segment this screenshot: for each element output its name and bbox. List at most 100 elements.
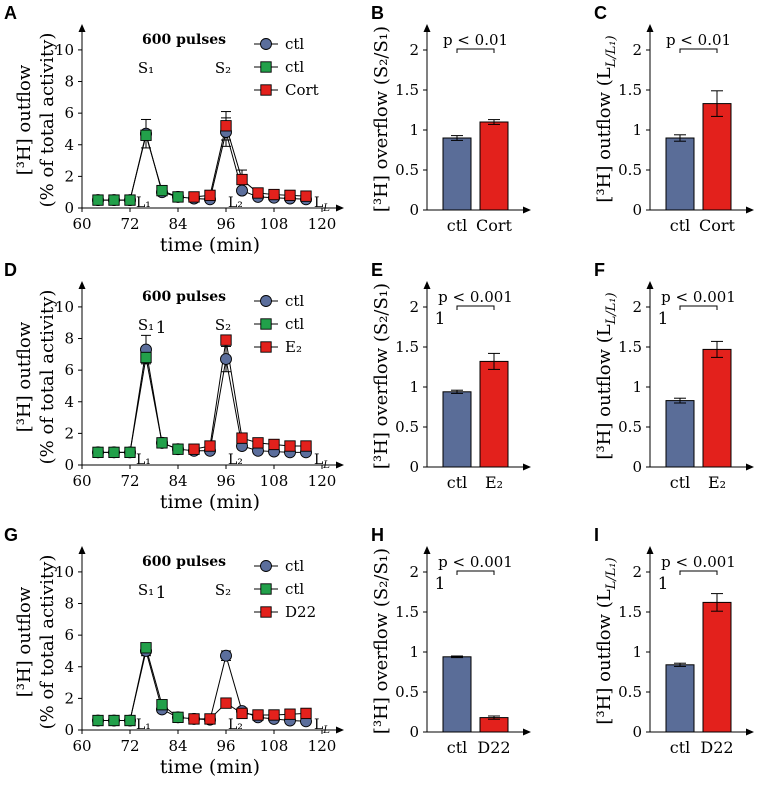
legend-marker bbox=[260, 295, 272, 307]
p-value-label: p < 0.01 bbox=[666, 31, 731, 49]
y-tick-label: 2 bbox=[409, 563, 419, 581]
data-point-2 bbox=[252, 187, 264, 199]
panel-g: G 0 2 4 6 8 10 60 72 84 96 108 120 time (min) [³H] out… bbox=[4, 525, 344, 778]
y-tick-label: 2 bbox=[409, 298, 419, 316]
stim-label-s1: S₁ bbox=[138, 59, 154, 77]
category-label: E₂ bbox=[708, 473, 726, 492]
data-point-2 bbox=[236, 173, 248, 186]
data-point-2 bbox=[252, 437, 264, 449]
y-axis-arrow bbox=[423, 546, 431, 554]
x-axis-arrow bbox=[523, 463, 531, 471]
data-point-1 bbox=[172, 191, 184, 203]
y-tick-label: 0 bbox=[632, 201, 642, 219]
panel-h: H 0 0.5 1 1.5 2 [³H] overflow (S₂/S₁) ctl D22 p <… bbox=[371, 525, 531, 757]
x-tick-label: 120 bbox=[308, 737, 337, 755]
data-point-2 bbox=[188, 191, 200, 203]
y-tick-label: 10 bbox=[55, 563, 74, 581]
y-tick-label: 1.5 bbox=[618, 338, 642, 356]
y-tick-label: 2 bbox=[409, 41, 419, 59]
y-axis-label: [³H] overflow (S₂/S₁) bbox=[371, 548, 392, 734]
panel-b: B 0 0.5 1 1.5 2 [³H] overflow (S₂/S₁) ctl Cort p … bbox=[371, 3, 531, 235]
x-tick-label: 60 bbox=[72, 215, 91, 233]
significance-bracket bbox=[456, 570, 495, 575]
x-tick-label: 108 bbox=[260, 737, 289, 755]
y-tick-label: 8 bbox=[64, 73, 74, 91]
panel-letter: A bbox=[4, 3, 17, 23]
significance-mark: 1 bbox=[658, 574, 669, 594]
y-tick-label: 1 bbox=[632, 643, 642, 661]
y-axis-label: [³H] outflow bbox=[14, 321, 35, 432]
y-tick-label: 0 bbox=[64, 721, 74, 739]
bar-0 bbox=[665, 400, 695, 468]
data-point-1 bbox=[108, 714, 120, 727]
data-point-2 bbox=[188, 713, 200, 725]
panel-d: D 0 2 4 6 8 10 60 72 84 96 108 120 time (min) [³H] out… bbox=[4, 260, 344, 513]
legend-label: D22 bbox=[285, 603, 316, 621]
x-axis-arrow bbox=[336, 461, 344, 469]
y-axis-arrow bbox=[423, 24, 431, 32]
y-tick-label: 0 bbox=[409, 458, 419, 476]
y-axis-label: (% of total activity) bbox=[37, 33, 58, 208]
x-tick-label: 72 bbox=[120, 215, 139, 233]
category-label: E₂ bbox=[485, 473, 503, 492]
data-point-1 bbox=[172, 711, 184, 724]
data-point-1 bbox=[92, 194, 104, 206]
data-point-2 bbox=[236, 432, 248, 444]
x-axis-arrow bbox=[746, 463, 754, 471]
y-tick-label: 6 bbox=[64, 361, 74, 379]
y-tick-label: 0 bbox=[409, 201, 419, 219]
y-axis-label: [³H] overflow (S₂/S₁) bbox=[371, 26, 392, 212]
y-tick-label: 0.5 bbox=[395, 418, 419, 436]
y-tick-label: 4 bbox=[64, 393, 74, 411]
y-tick-label: 1 bbox=[632, 121, 642, 139]
data-point-2 bbox=[268, 438, 280, 451]
data-point-1 bbox=[124, 446, 136, 459]
x-tick-label: 120 bbox=[308, 472, 337, 490]
x-tick-label: 60 bbox=[72, 472, 91, 490]
data-point-2 bbox=[220, 697, 232, 709]
y-tick-label: 8 bbox=[64, 330, 74, 348]
y-tick-label: 1.5 bbox=[395, 81, 419, 99]
panel-letter: I bbox=[594, 525, 599, 545]
data-point-2 bbox=[300, 707, 312, 720]
x-axis-label: time (min) bbox=[160, 756, 260, 778]
data-point-1 bbox=[172, 443, 184, 455]
significance-bracket bbox=[679, 570, 718, 575]
data-point-0 bbox=[220, 353, 232, 366]
data-point-1 bbox=[156, 699, 168, 711]
annotation: 600 pulses bbox=[142, 554, 226, 570]
significance-bracket bbox=[456, 305, 495, 310]
legend-label: ctl bbox=[285, 580, 304, 598]
category-label: Cort bbox=[476, 216, 513, 235]
category-label: ctl bbox=[447, 473, 468, 492]
panel-a: A 0 2 4 6 8 10 60 72 84 96 108 120 time (min) [³H] out… bbox=[4, 3, 344, 256]
x-axis-arrow bbox=[336, 726, 344, 734]
data-point-1 bbox=[124, 714, 136, 727]
data-point-2 bbox=[188, 443, 200, 455]
data-point-1 bbox=[156, 437, 168, 449]
panel-letter: E bbox=[371, 260, 383, 280]
basal-label-ll: LL bbox=[314, 195, 330, 214]
y-axis-arrow bbox=[78, 281, 86, 289]
panel-f: F 0 0.5 1 1.5 2 [³H] outflow (LL/L₁) ctl E₂ p < 0… bbox=[594, 260, 754, 492]
basal-label-l1: L₁ bbox=[136, 452, 151, 468]
y-axis-arrow bbox=[646, 546, 654, 554]
basal-label-l2: L₂ bbox=[228, 195, 243, 211]
significance-mark: 1 bbox=[435, 309, 446, 329]
data-point-2 bbox=[284, 708, 296, 720]
data-point-2 bbox=[268, 188, 280, 201]
basal-label-l2: L₂ bbox=[228, 452, 243, 468]
y-tick-label: 6 bbox=[64, 626, 74, 644]
bar-1 bbox=[702, 348, 732, 468]
y-tick-label: 8 bbox=[64, 595, 74, 613]
stim-mark: 1 bbox=[156, 318, 167, 338]
stim-label-s2: S₂ bbox=[215, 59, 231, 77]
data-point-1 bbox=[140, 642, 152, 654]
bar-1 bbox=[479, 717, 509, 733]
x-axis-arrow bbox=[746, 728, 754, 736]
data-point-2 bbox=[220, 120, 232, 132]
y-tick-label: 2 bbox=[64, 689, 74, 707]
y-axis-arrow bbox=[646, 281, 654, 289]
stim-label-s1: S₁ bbox=[138, 581, 154, 599]
basal-label-l2: L₂ bbox=[228, 717, 243, 733]
